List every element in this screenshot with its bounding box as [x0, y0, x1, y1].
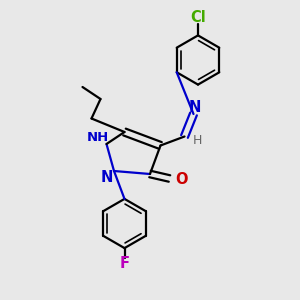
Text: N: N: [189, 100, 201, 115]
Text: N: N: [100, 170, 113, 185]
Text: H: H: [193, 134, 202, 147]
Text: Cl: Cl: [190, 11, 206, 26]
Text: NH: NH: [87, 131, 109, 144]
Text: F: F: [119, 256, 130, 271]
Text: O: O: [175, 172, 188, 188]
